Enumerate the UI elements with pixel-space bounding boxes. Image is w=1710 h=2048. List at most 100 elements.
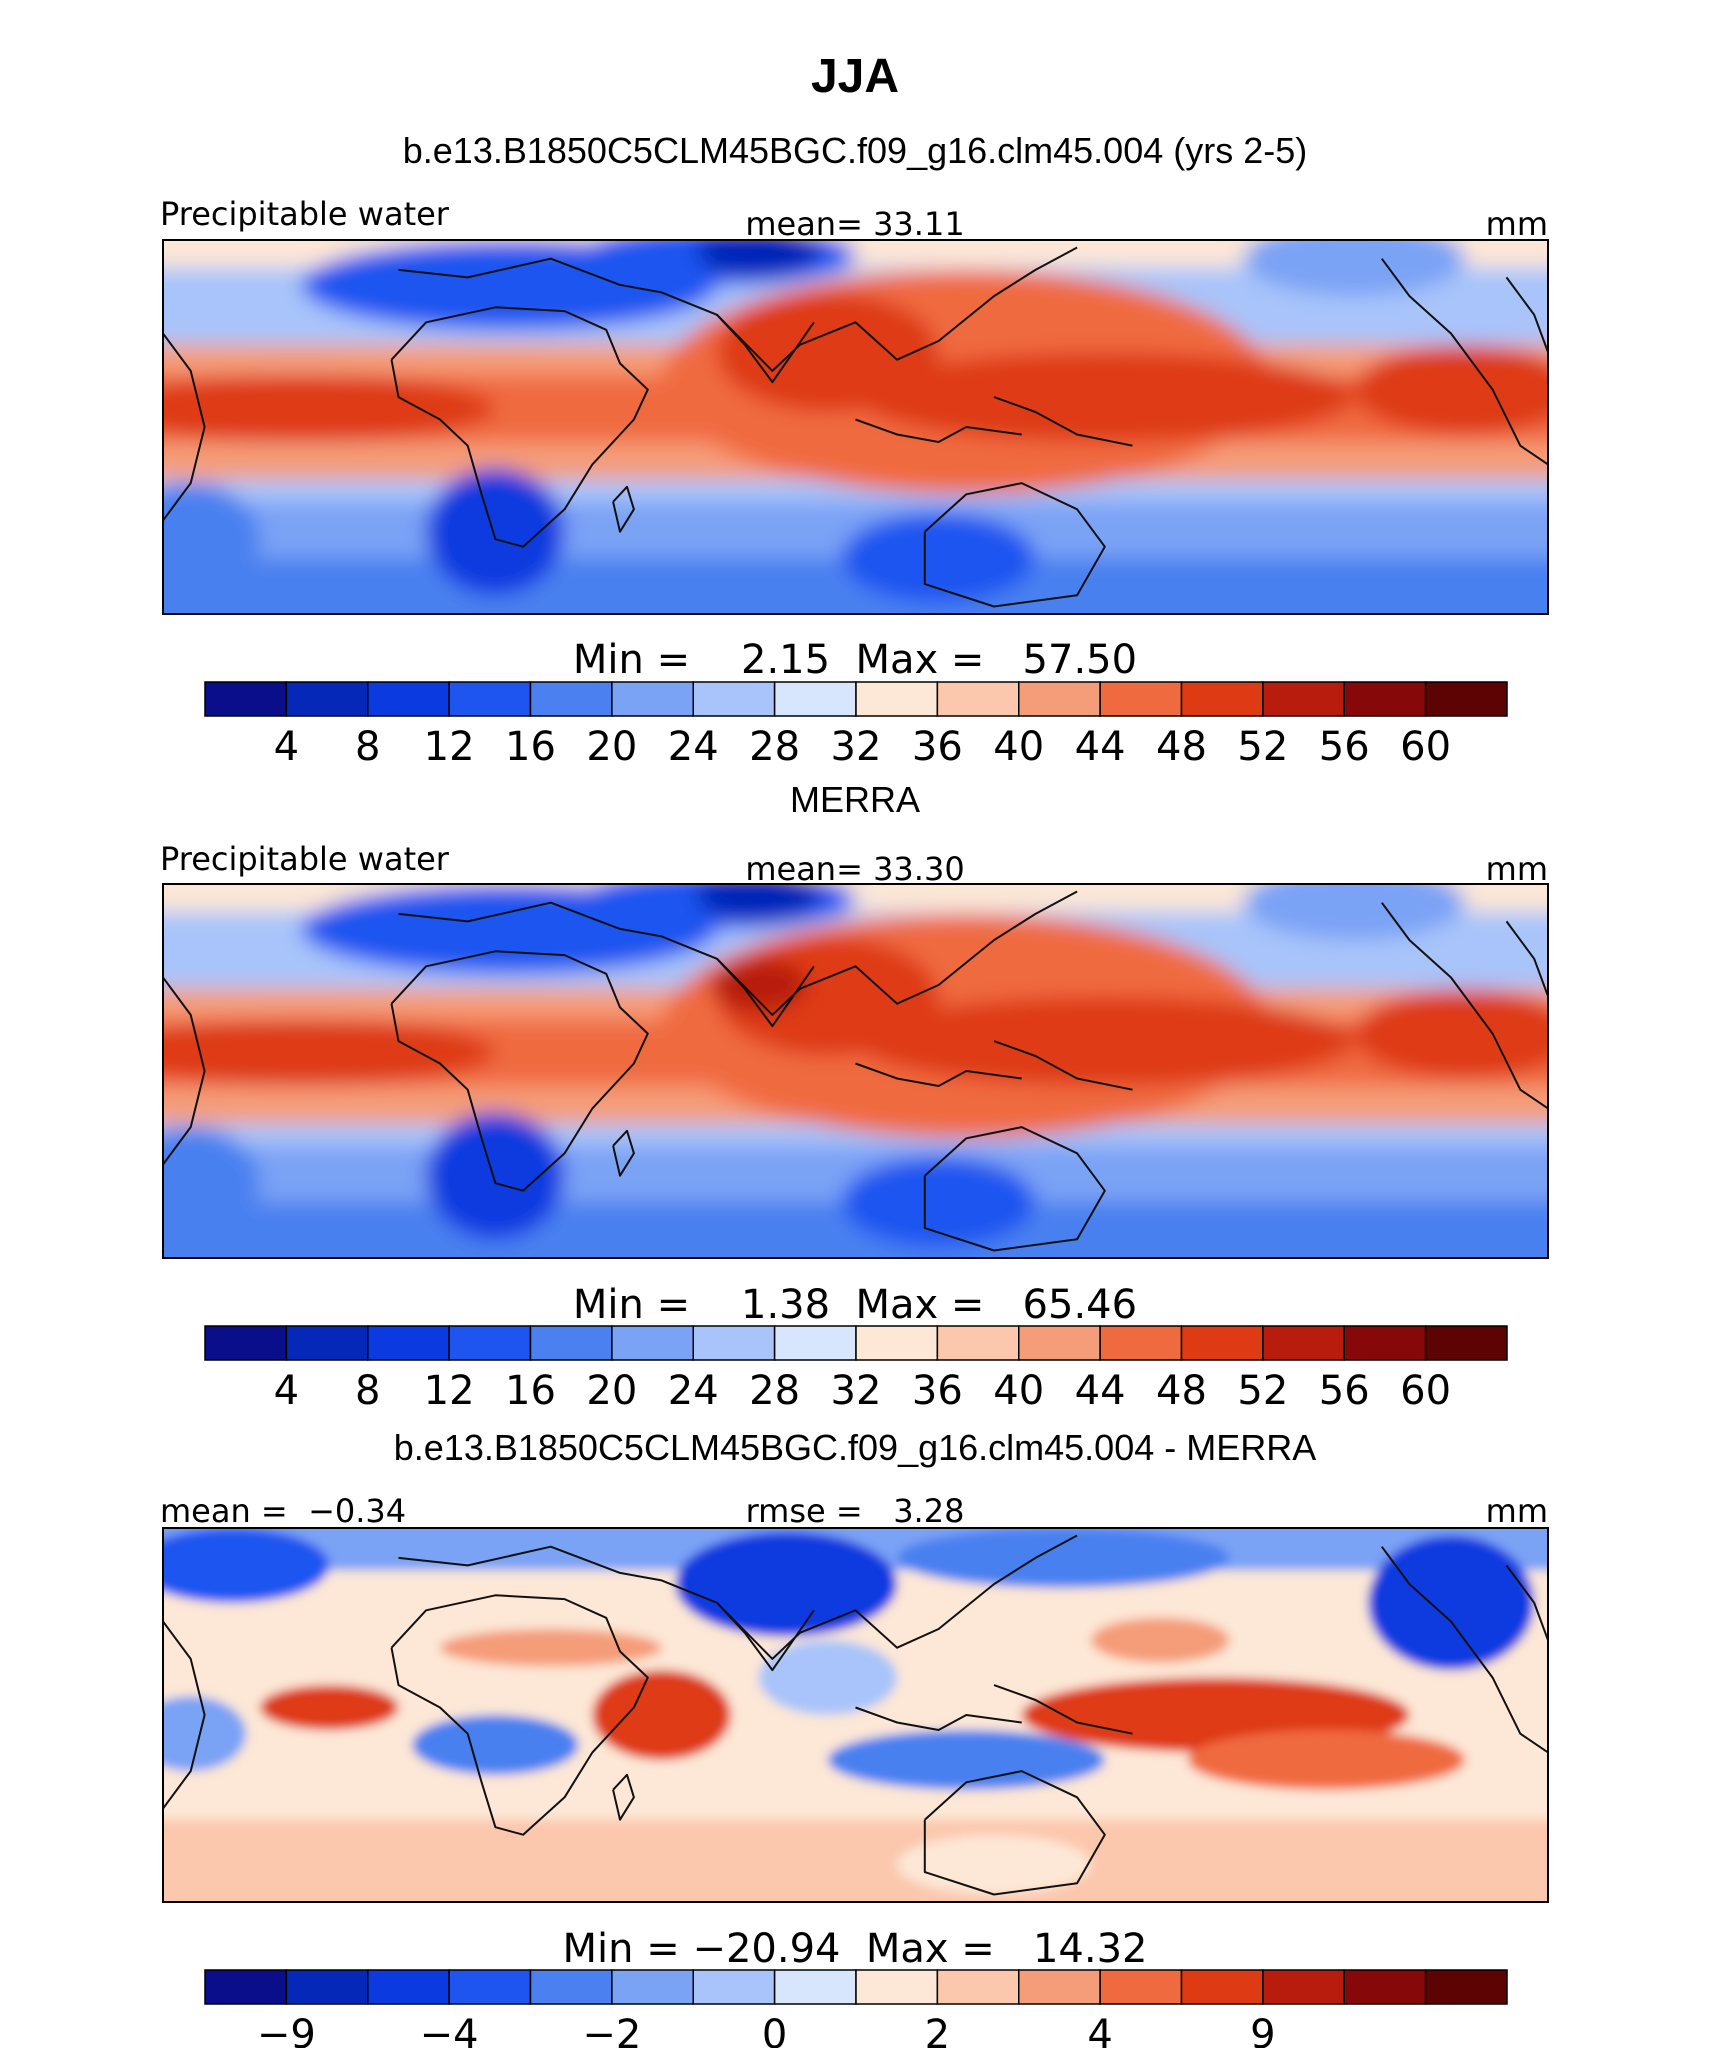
coastline [1380,902,1548,1110]
minmax-label: Min = 2.15 Max = 57.50 [573,637,1137,683]
colorbar-tick-label: 52 [1237,724,1288,770]
colorbar-tick-label: 48 [1156,724,1207,770]
colorbar-tick-label: 40 [993,724,1044,770]
colorbar-swatch [1262,1969,1345,2005]
colorbar-tick-label: −9 [257,2012,316,2048]
colorbar: 4 8 12 16 20 24 28 32 36 40 44 48 52 56 60 [204,1325,1508,1414]
colorbar-swatch [1018,1325,1101,1361]
colorbar-tick-label: 8 [355,1368,380,1414]
minmax-label: Min = 1.38 Max = 65.46 [573,1282,1137,1328]
coastline [855,1706,1022,1731]
coastline [398,1534,1078,1660]
colorbar-swatch [1262,681,1345,717]
colorbar-tick-label: 20 [586,1368,637,1414]
mean-label: mean= 33.30 [745,850,964,888]
coastline [1505,1564,1548,1641]
map-frame [162,883,1549,1259]
panel-obs: MERRA Precipitable water mean= 33.30 mm … [160,779,1549,1414]
colorbar-tick-label: 28 [749,1368,800,1414]
colorbar-swatch [773,1969,857,2005]
panel-diff: b.e13.B1850C5CLM45BGC.f09_g16.clm45.004 … [160,1427,1549,2048]
colorbar-tick-label: 36 [912,724,963,770]
colorbar-swatch [529,1325,613,1361]
colorbar-swatch [855,1969,939,2005]
colorbar-swatch [1424,1325,1508,1361]
colorbar-tick-label: 60 [1400,1368,1451,1414]
colorbar-swatch [367,1969,450,2005]
coastline [993,1040,1133,1091]
coastline [1380,1546,1548,1754]
coastline [923,1770,1106,1896]
colorbar-tick-label: 4 [274,724,299,770]
colorbar-tick-label: 8 [355,724,380,770]
colorbar-swatch [692,1325,776,1361]
colorbar-swatch [448,681,532,717]
colorbar-tick-label: 28 [749,724,800,770]
colorbar-tick-label: 24 [668,724,719,770]
coastlines [163,246,1548,608]
map-plot [163,884,1548,1258]
units-label: mm [1486,850,1548,888]
coastline [390,306,649,548]
map-frame [162,1527,1549,1903]
colorbar-swatch [855,681,939,717]
colorbar: 4 8 12 16 20 24 28 32 36 40 44 48 52 56 60 [204,681,1508,770]
colorbar-swatch [1424,681,1508,717]
colorbar-swatch [855,1325,939,1361]
coastline [1505,276,1548,353]
colorbar-swatch [611,681,694,717]
colorbar-swatch [367,1325,450,1361]
colorbar-tick-label: 20 [586,724,637,770]
colorbar-swatch [285,1325,369,1361]
mean-label: mean= 33.11 [745,205,964,243]
colorbar-tick-label: 56 [1319,1368,1370,1414]
colorbar-tick-label: 32 [831,724,882,770]
colorbar-tick-label: 44 [1075,724,1126,770]
colorbar-tick-label: 40 [993,1368,1044,1414]
colorbar-swatch [529,1969,613,2005]
coastline [163,976,206,1166]
map-plot [163,1528,1548,1902]
colorbar-swatch [1343,1969,1427,2005]
colorbar-swatch [936,681,1020,717]
colorbar-swatch [773,681,857,717]
colorbar-swatch [1018,681,1101,717]
coastline [855,418,1022,443]
colorbar-swatch [692,1969,776,2005]
colorbar-tick-label: −4 [420,2012,479,2048]
coastline [612,1773,635,1821]
colorbar-tick-label: 44 [1075,1368,1126,1414]
colorbar-swatch [692,681,776,717]
units-label: mm [1486,205,1548,243]
coastline [163,332,206,522]
panel-model: b.e13.B1850C5CLM45BGC.f09_g16.clm45.004 … [160,130,1549,770]
colorbar-swatch [611,1969,694,2005]
colorbar-tick-label: 0 [762,2012,787,2048]
colorbar-swatch [448,1325,532,1361]
map-plot [163,240,1548,614]
colorbar-swatch [936,1969,1020,2005]
colorbar-tick-label: 60 [1400,724,1451,770]
colorbar-swatch [1262,1325,1345,1361]
coastline [612,1129,635,1177]
colorbar-tick-label: 52 [1237,1368,1288,1414]
coastline [1380,258,1548,466]
panel-subtitle: b.e13.B1850C5CLM45BGC.f09_g16.clm45.004 … [403,130,1308,171]
colorbar-swatch [285,1969,369,2005]
colorbar-tick-label: 12 [424,1368,475,1414]
colorbar-swatch [1099,1969,1183,2005]
colorbar-swatch [1099,681,1183,717]
colorbar-tick-label: 24 [668,1368,719,1414]
minmax-label: Min = −20.94 Max = 14.32 [563,1926,1148,1972]
colorbar-tick-label: 9 [1250,2012,1275,2048]
coastline [855,1062,1022,1087]
colorbar-swatch [529,681,613,717]
coastline [993,396,1133,447]
coastline [923,482,1106,608]
colorbar-swatch [611,1325,694,1361]
colorbar-tick-label: 48 [1156,1368,1207,1414]
variable-label: Precipitable water [160,840,450,878]
colorbar-swatch [1180,1969,1264,2005]
coastline [1505,920,1548,997]
